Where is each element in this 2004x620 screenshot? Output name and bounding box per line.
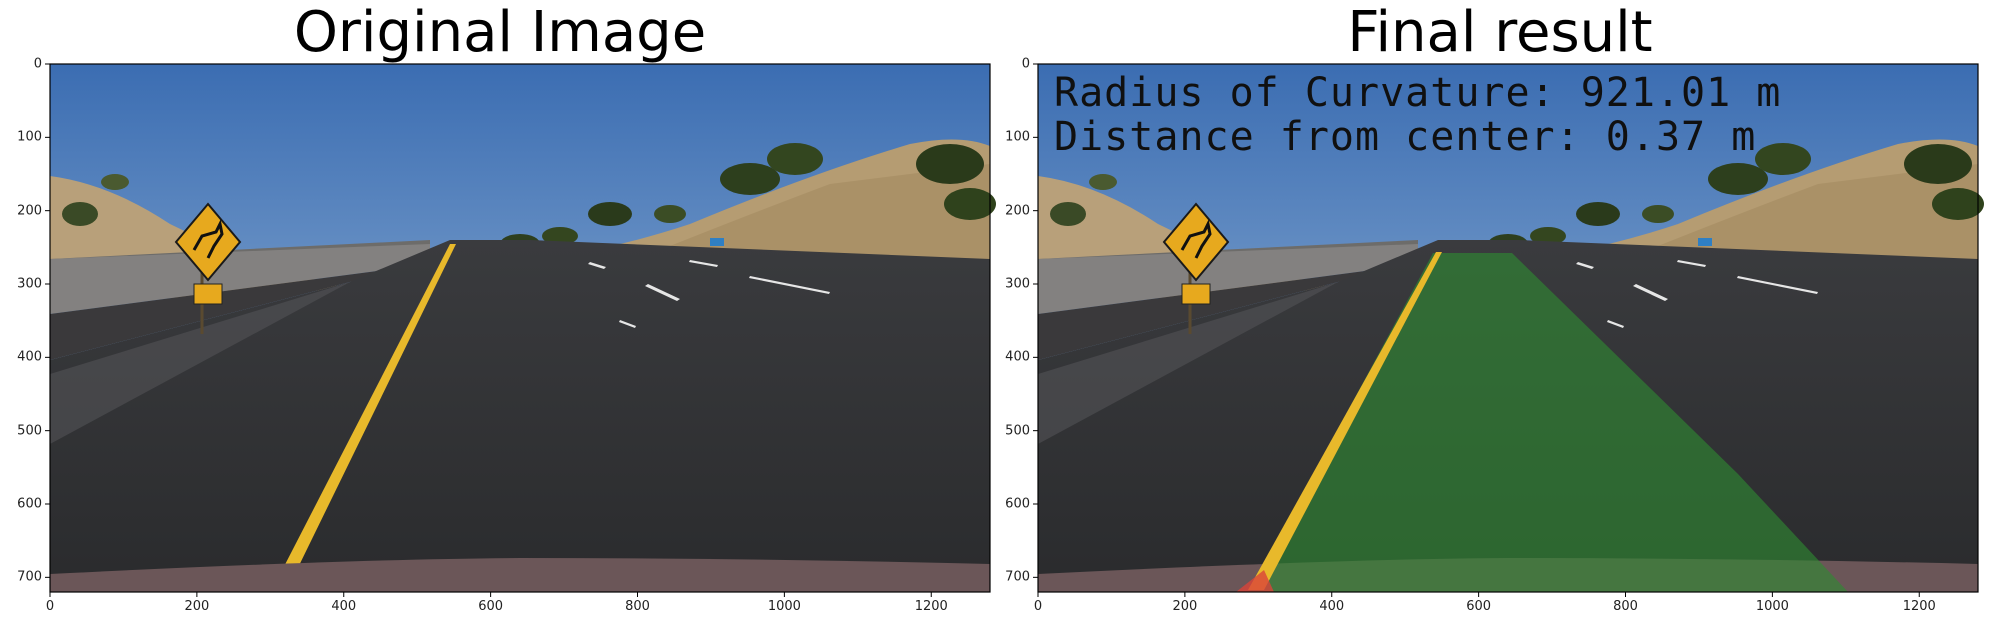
x-tick-label-final-4: 800 bbox=[1613, 599, 1638, 614]
x-tick-label-original-2: 400 bbox=[331, 599, 357, 614]
axes-original: 0 200 400 600 800 1000 1200 0 100 200 300 400 500 600… bbox=[17, 57, 996, 614]
scene-final bbox=[1038, 64, 1984, 592]
panel-final: Final result bbox=[1000, 0, 2000, 620]
x-tick-label-final-1: 200 bbox=[1172, 599, 1198, 614]
axis-frame-final bbox=[1033, 63, 1979, 597]
panel-original: Original Image bbox=[0, 0, 1000, 620]
x-tick-label-original-5: 1000 bbox=[767, 599, 801, 614]
lane-overlay bbox=[1250, 253, 1848, 592]
y-tick-label-original-6: 600 bbox=[17, 496, 42, 512]
x-tick-label-final-2: 400 bbox=[1319, 599, 1345, 614]
x-tick-label-original-1: 200 bbox=[184, 599, 210, 614]
panel-title-original: Original Image bbox=[293, 0, 707, 65]
y-tick-label-final-2: 200 bbox=[1005, 203, 1030, 219]
y-tick-label-original-3: 300 bbox=[17, 276, 42, 292]
x-tick-label-original-4: 800 bbox=[625, 599, 650, 614]
axes-final: Radius of Curvature: 921.01 m Distance f… bbox=[1005, 57, 1984, 614]
scene-original bbox=[50, 64, 996, 592]
radius-of-curvature-text: Radius of Curvature: 921.01 m bbox=[1054, 70, 1782, 116]
x-tick-label-original-0: 0 bbox=[45, 599, 55, 614]
y-tick-label-final-6: 600 bbox=[1005, 496, 1030, 512]
y-tick-label-final-7: 700 bbox=[1005, 569, 1030, 585]
axis-frame-original bbox=[45, 63, 991, 597]
y-tick-label-final-0: 0 bbox=[1021, 56, 1030, 72]
y-tick-label-final-1: 100 bbox=[1005, 129, 1030, 145]
y-tick-label-original-7: 700 bbox=[17, 569, 42, 585]
x-tick-label-final-6: 1200 bbox=[1902, 599, 1936, 614]
panel-title-final: Final result bbox=[1347, 0, 1653, 65]
x-tick-label-original-3: 600 bbox=[478, 599, 504, 614]
y-tick-label-original-5: 500 bbox=[17, 423, 42, 439]
y-tick-label-original-1: 100 bbox=[17, 129, 42, 145]
x-tick-label-final-3: 600 bbox=[1466, 599, 1492, 614]
y-tick-label-original-0: 0 bbox=[33, 56, 42, 72]
y-tick-label-final-3: 300 bbox=[1005, 276, 1030, 292]
y-tick-label-original-4: 400 bbox=[17, 349, 42, 365]
y-tick-label-final-4: 400 bbox=[1005, 349, 1030, 365]
x-tick-label-final-5: 1000 bbox=[1755, 599, 1789, 614]
x-tick-label-original-6: 1200 bbox=[914, 599, 948, 614]
distance-from-center-text: Distance from center: 0.37 m bbox=[1054, 114, 1757, 160]
y-tick-label-original-2: 200 bbox=[17, 203, 42, 219]
x-tick-label-final-0: 0 bbox=[1033, 599, 1043, 614]
y-tick-label-final-5: 500 bbox=[1005, 423, 1030, 439]
